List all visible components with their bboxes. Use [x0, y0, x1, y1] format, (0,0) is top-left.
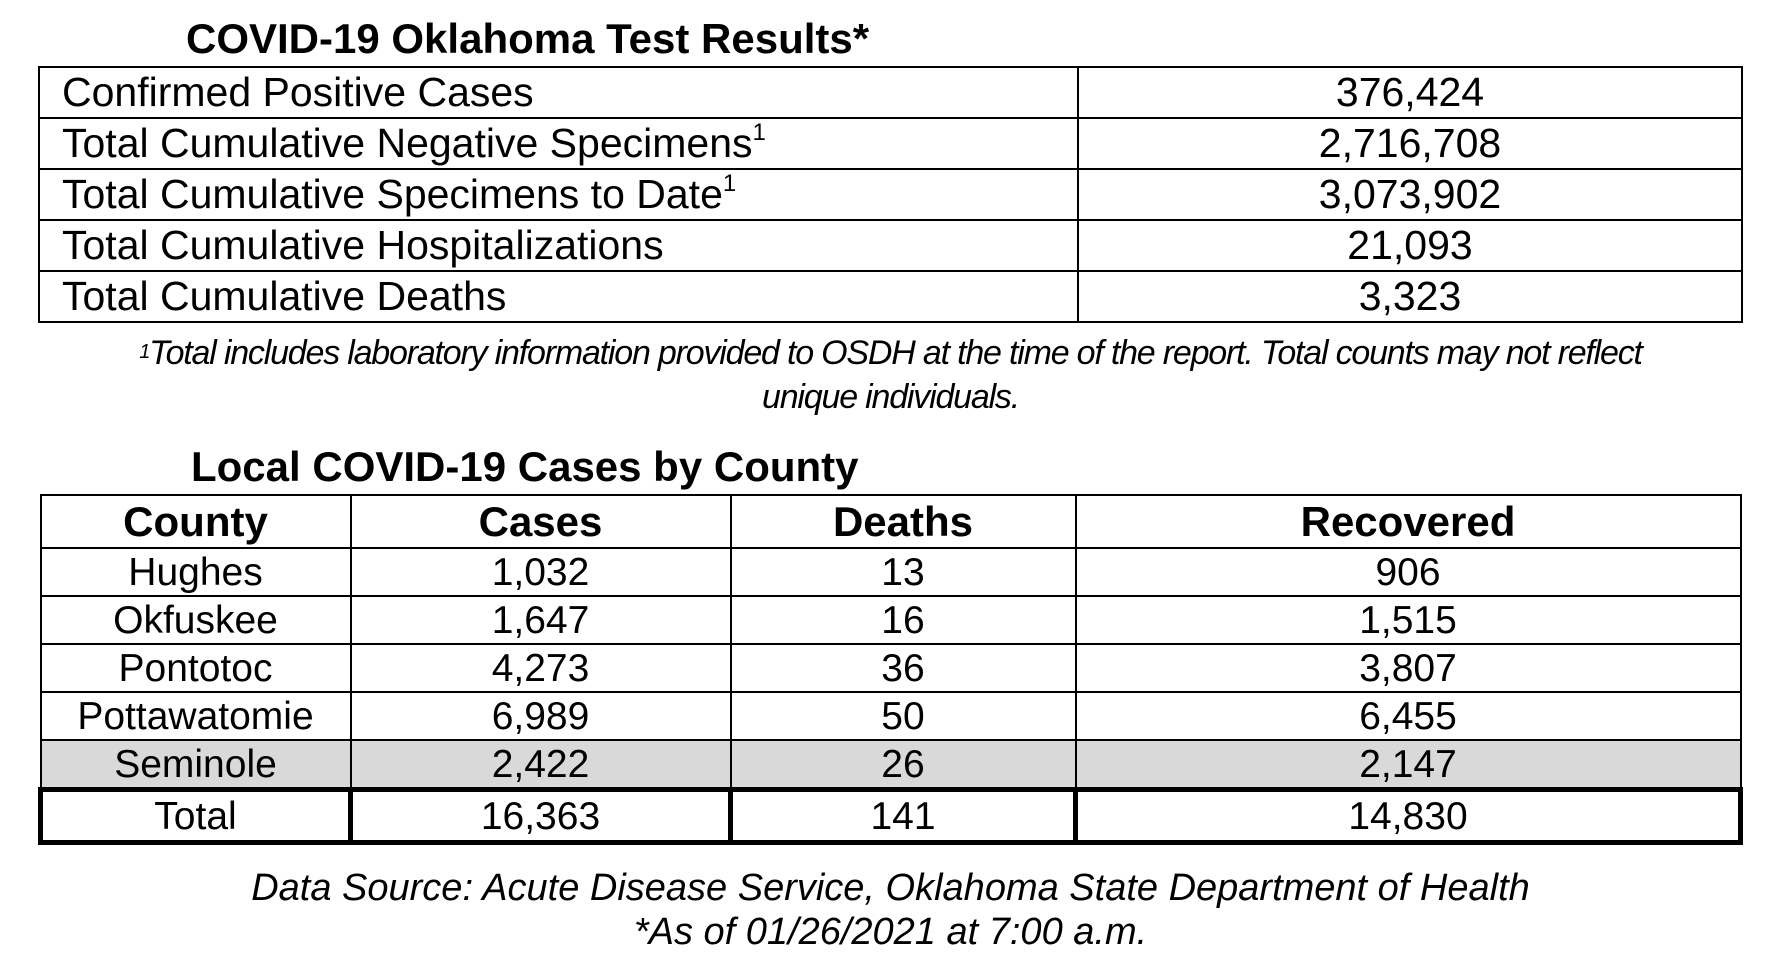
as-of-date-line: *As of 01/26/2021 at 7:00 a.m. — [633, 911, 1148, 953]
footnote-line-2: unique individuals. — [762, 378, 1020, 416]
cases-cell: 1,647 — [349, 595, 732, 645]
table-row: Total Cumulative Deaths 3,323 — [38, 270, 1743, 323]
data-source-line: Data Source: Acute Disease Service, Okla… — [251, 867, 1530, 909]
deaths-cell: 16 — [729, 595, 1077, 645]
table-row: Total Cumulative Negative Specimens1 2,7… — [38, 117, 1743, 170]
recovered-cell: 1,515 — [1074, 595, 1742, 645]
footnote-line-1: 1Total includes laboratory information p… — [139, 334, 1643, 372]
row-value: 3,073,902 — [1077, 168, 1743, 221]
county-cell: Seminole — [39, 739, 352, 791]
column-header-cases: Cases — [349, 494, 732, 549]
total-deaths-cell: 141 — [728, 787, 1078, 845]
recovered-cell: 2,147 — [1074, 739, 1742, 791]
row-value: 21,093 — [1077, 219, 1743, 272]
county-cell: Okfuskee — [39, 595, 352, 645]
column-header-recovered: Recovered — [1074, 494, 1742, 549]
test-results-title: COVID-19 Oklahoma Test Results* — [186, 15, 870, 62]
county-cases-title: Local COVID-19 Cases by County — [191, 443, 859, 490]
data-source-note: Data Source: Acute Disease Service, Okla… — [38, 866, 1743, 954]
row-value: 376,424 — [1077, 66, 1743, 119]
total-recovered-cell: 14,830 — [1073, 787, 1743, 845]
recovered-cell: 906 — [1074, 547, 1742, 597]
table-row: Pontotoc 4,273 36 3,807 — [39, 643, 1742, 693]
total-cases-cell: 16,363 — [348, 787, 733, 845]
cases-cell: 4,273 — [349, 643, 732, 693]
table-row-highlighted: Seminole 2,422 26 2,147 — [39, 739, 1742, 791]
row-label: Total Cumulative Hospitalizations — [38, 219, 1079, 272]
table-row: Confirmed Positive Cases 376,424 — [38, 66, 1743, 119]
county-cell: Hughes — [39, 547, 352, 597]
cases-cell: 1,032 — [349, 547, 732, 597]
county-cell: Pontotoc — [39, 643, 352, 693]
recovered-cell: 3,807 — [1074, 643, 1742, 693]
county-cell: Pottawatomie — [39, 691, 352, 741]
table-row: Pottawatomie 6,989 50 6,455 — [39, 691, 1742, 741]
table-row: Total Cumulative Hospitalizations 21,093 — [38, 219, 1743, 272]
row-label: Total Cumulative Negative Specimens1 — [38, 117, 1079, 170]
cases-cell: 6,989 — [349, 691, 732, 741]
column-header-county: County — [39, 494, 352, 549]
footnote-marker: 1 — [139, 341, 150, 363]
total-label-cell: Total — [38, 787, 353, 845]
table-row: Okfuskee 1,647 16 1,515 — [39, 595, 1742, 645]
table-row: Hughes 1,032 13 906 — [39, 547, 1742, 597]
deaths-cell: 36 — [729, 643, 1077, 693]
deaths-cell: 13 — [729, 547, 1077, 597]
row-value: 2,716,708 — [1077, 117, 1743, 170]
footnote: 1Total includes laboratory information p… — [38, 331, 1743, 419]
row-label: Confirmed Positive Cases — [38, 66, 1079, 119]
row-label: Total Cumulative Deaths — [38, 270, 1079, 323]
cases-cell: 2,422 — [349, 739, 732, 791]
footnote-marker: 1 — [722, 170, 737, 197]
header-row: County Cases Deaths Recovered — [39, 494, 1742, 549]
row-value: 3,323 — [1077, 270, 1743, 323]
deaths-cell: 26 — [729, 739, 1077, 791]
deaths-cell: 50 — [729, 691, 1077, 741]
test-results-table: Confirmed Positive Cases 376,424 Total C… — [38, 66, 1743, 323]
row-label: Total Cumulative Specimens to Date1 — [38, 168, 1079, 221]
recovered-cell: 6,455 — [1074, 691, 1742, 741]
total-row: Total 16,363 141 14,830 — [38, 787, 1743, 845]
footnote-marker: 1 — [752, 119, 766, 146]
column-header-deaths: Deaths — [729, 494, 1077, 549]
table-row: Total Cumulative Specimens to Date1 3,07… — [38, 168, 1743, 221]
county-cases-table: County Cases Deaths Recovered Hughes 1,0… — [38, 494, 1743, 845]
